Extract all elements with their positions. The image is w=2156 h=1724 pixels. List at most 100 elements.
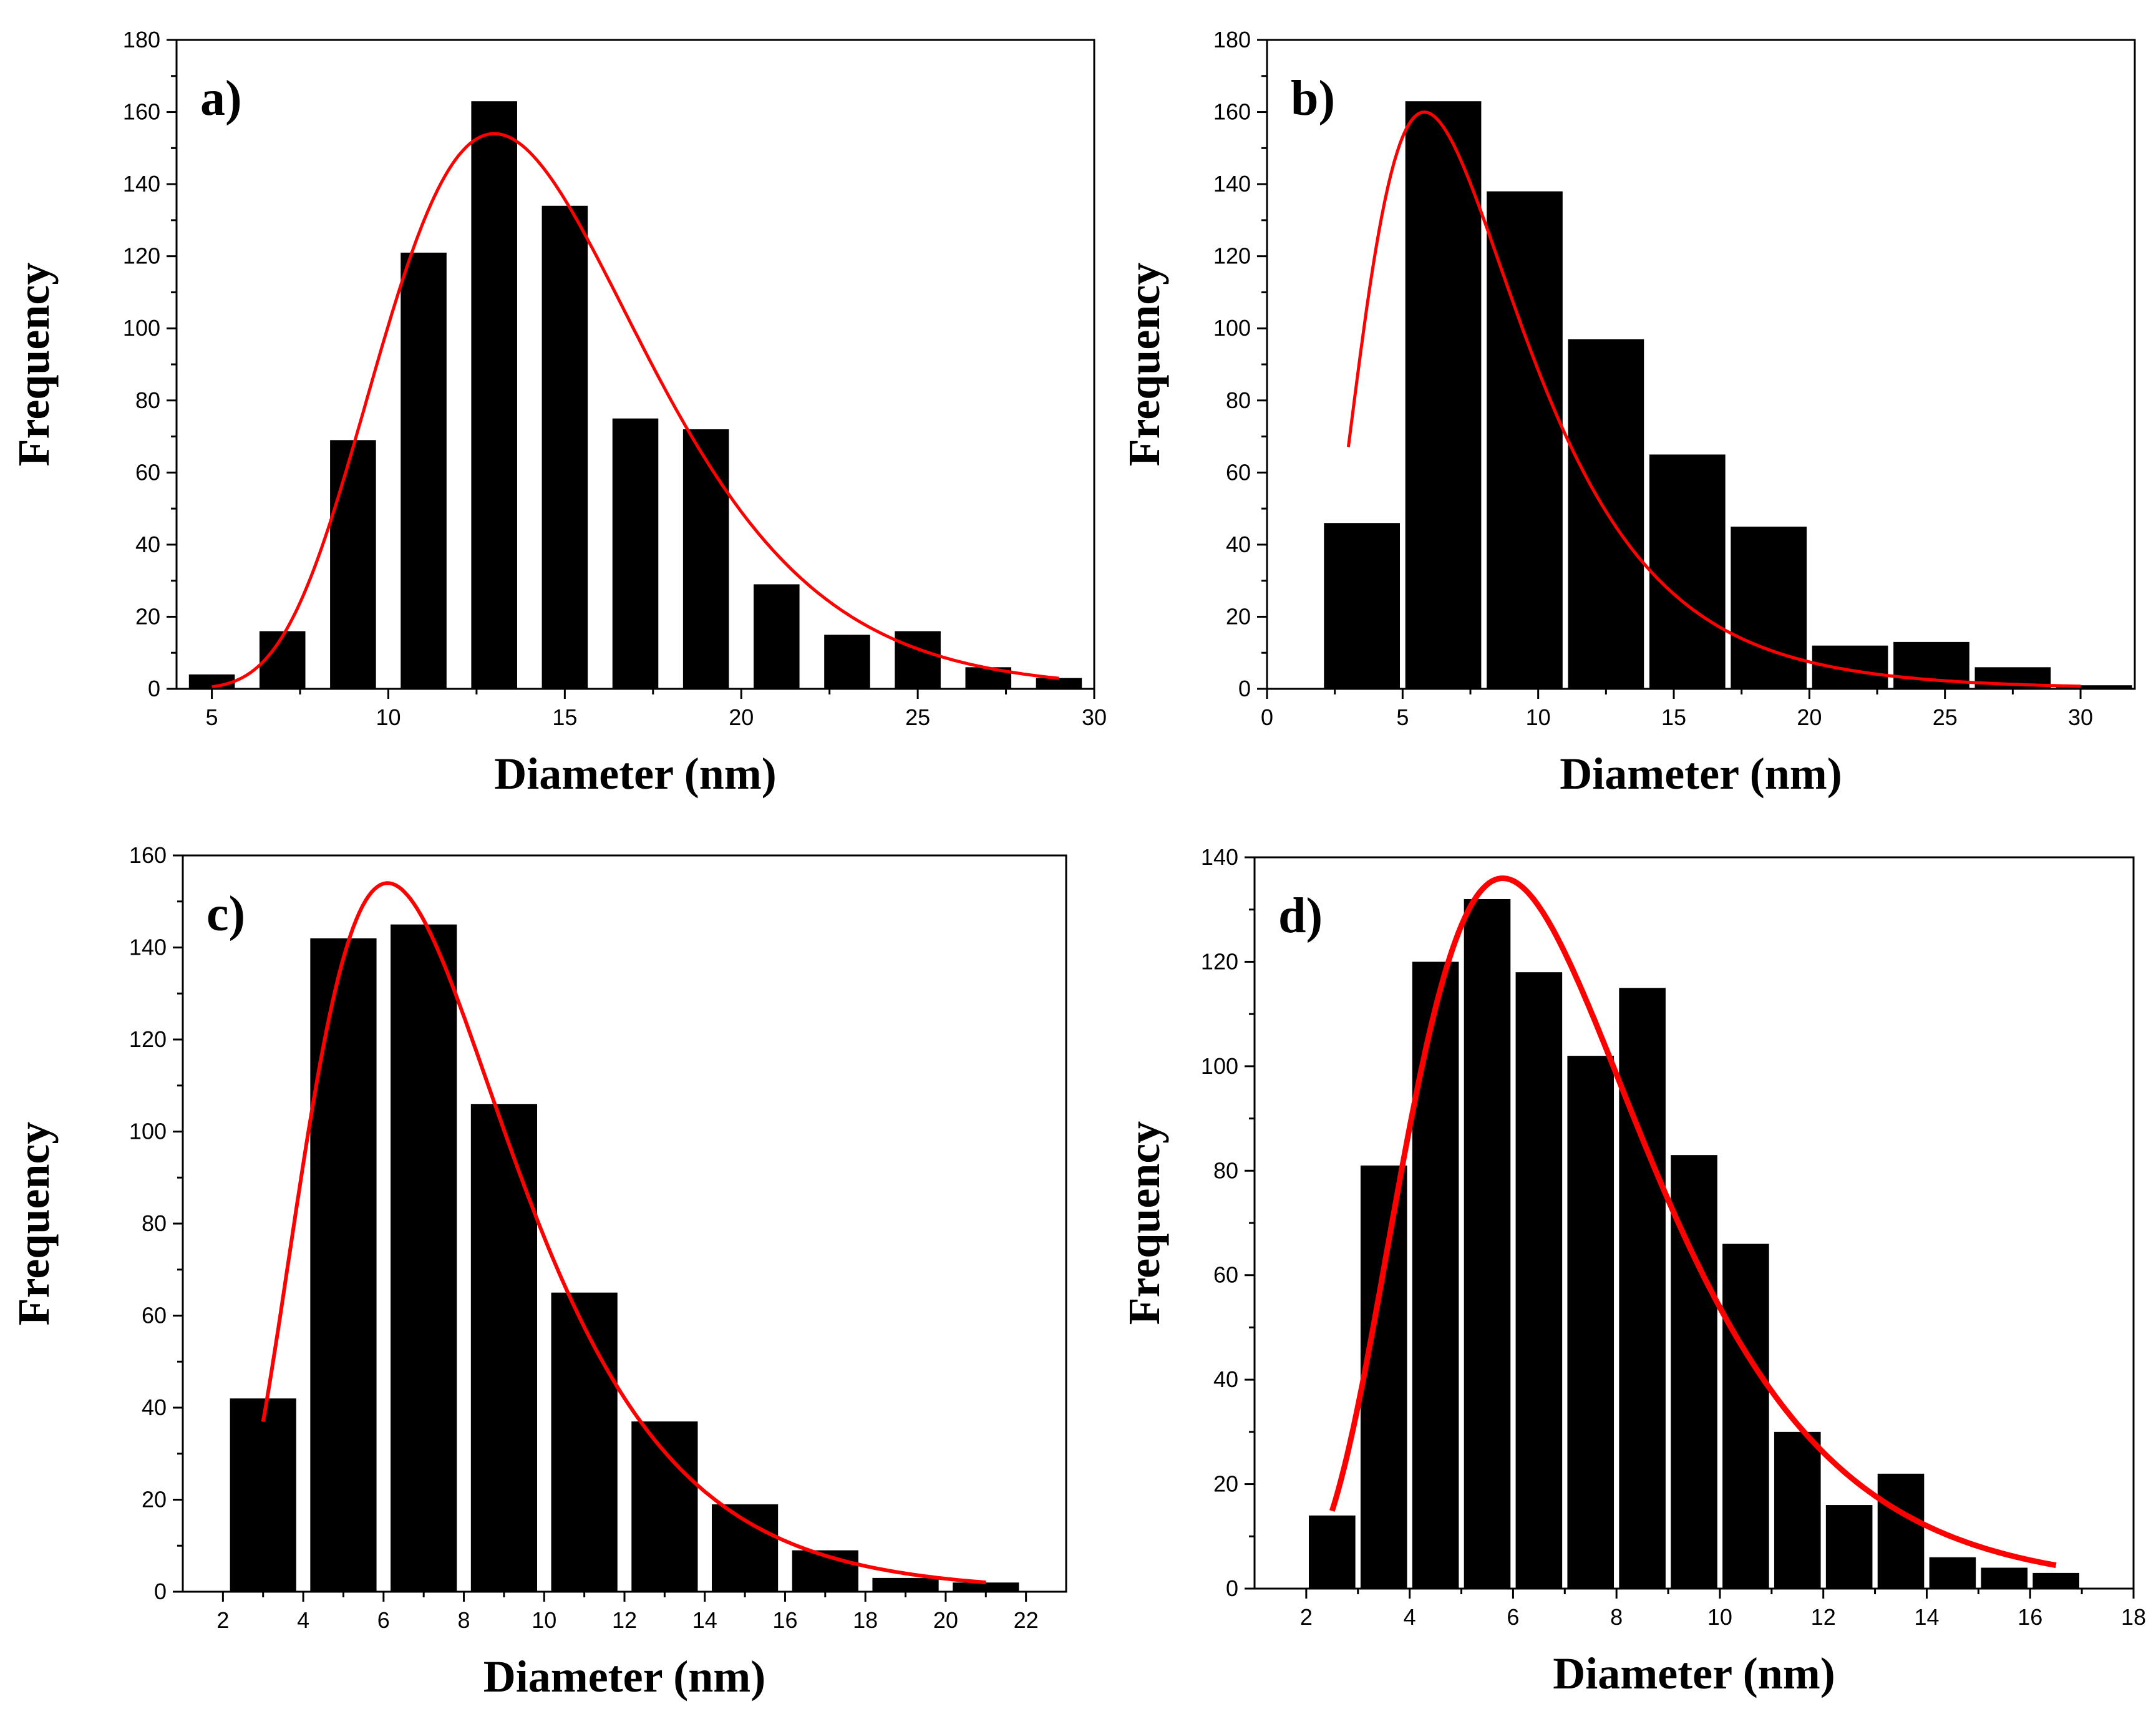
bar xyxy=(330,440,376,689)
y-tick-label: 140 xyxy=(123,171,160,197)
y-tick-label: 20 xyxy=(135,603,160,629)
x-tick-label: 16 xyxy=(2018,1604,2042,1630)
x-tick-label: 16 xyxy=(772,1607,797,1633)
y-tick-label: 100 xyxy=(1213,315,1251,341)
y-tick-label: 80 xyxy=(1213,1157,1238,1183)
y-tick-label: 160 xyxy=(129,842,167,868)
y-tick-label: 160 xyxy=(123,99,160,125)
y-tick-label: 80 xyxy=(142,1210,167,1236)
fit-curve xyxy=(1346,110,2081,688)
x-tick-label: 14 xyxy=(1914,1604,1939,1630)
y-tick-label: 100 xyxy=(123,315,160,341)
x-tick-label: 6 xyxy=(1507,1604,1519,1630)
y-tick-label: 120 xyxy=(129,1026,167,1052)
bar xyxy=(872,1577,939,1592)
bar xyxy=(1412,962,1459,1589)
bar xyxy=(401,252,447,689)
x-tick-label: 5 xyxy=(206,704,218,730)
y-tick-label: 140 xyxy=(1213,171,1251,197)
y-tick-label: 120 xyxy=(1213,243,1251,269)
bar xyxy=(541,205,588,689)
bar xyxy=(612,418,659,689)
y-tick-label: 60 xyxy=(135,459,160,485)
bar xyxy=(1649,454,1726,689)
x-tick-label: 8 xyxy=(458,1607,470,1633)
bar xyxy=(2056,685,2132,689)
y-axis-title: Frequency xyxy=(9,263,59,467)
bar xyxy=(682,429,729,689)
x-tick-label: 15 xyxy=(1661,704,1686,730)
bar xyxy=(1487,191,1563,689)
x-tick-label: 25 xyxy=(905,704,930,730)
bar xyxy=(259,631,306,689)
y-tick-label: 40 xyxy=(1226,532,1251,557)
chart-panel-1: 0 20 40 60 80 100 120 140 160 180 5 10 15 20 25 30 Diame… xyxy=(9,27,1107,799)
y-tick-label: 120 xyxy=(1201,948,1238,974)
chart-panel-3: 0 20 40 60 80 100 120 140 160 2 4 6 8 10 12 14 16 18 20 22 D… xyxy=(9,842,1067,1702)
bar xyxy=(1515,972,1563,1589)
y-tick-label: 80 xyxy=(135,387,160,413)
bar xyxy=(1825,1505,1873,1589)
bar xyxy=(895,631,941,689)
y-tick-label: 180 xyxy=(1213,27,1251,52)
bar xyxy=(230,1398,296,1592)
bar xyxy=(1619,988,1666,1589)
x-tick-label: 20 xyxy=(1797,704,1822,730)
x-tick-label: 4 xyxy=(1404,1604,1416,1630)
bar xyxy=(1324,523,1400,689)
y-tick-label: 60 xyxy=(1226,459,1251,485)
x-tick-label: 5 xyxy=(1396,704,1409,730)
x-tick-label: 25 xyxy=(1933,704,1958,730)
bars xyxy=(188,101,1082,689)
bar xyxy=(1464,899,1511,1589)
chart-panel-4: 0 20 40 60 80 100 120 140 2 4 6 8 10 12 14 16 18 Diameter… xyxy=(1119,844,2146,1698)
x-tick-label: 15 xyxy=(552,704,577,730)
x-tick-label: 10 xyxy=(376,704,401,730)
y-tick-label: 100 xyxy=(1201,1053,1238,1079)
y-tick-label: 20 xyxy=(1213,1471,1238,1497)
x-tick-label: 2 xyxy=(1300,1604,1313,1630)
bar xyxy=(1981,1567,2028,1589)
panel-label: a) xyxy=(200,71,242,126)
bars xyxy=(1309,899,2079,1589)
y-tick-label: 40 xyxy=(135,532,160,557)
bar xyxy=(754,584,800,689)
panel-label: d) xyxy=(1278,889,1323,943)
x-tick-label: 8 xyxy=(1610,1604,1623,1630)
y-tick-label: 0 xyxy=(1226,1575,1238,1601)
y-tick-label: 180 xyxy=(123,27,160,52)
x-axis-title: Diameter (nm) xyxy=(1553,1649,1835,1698)
x-axis-title: Diameter (nm) xyxy=(494,749,777,799)
bar xyxy=(1405,101,1482,689)
x-tick-label: 6 xyxy=(377,1607,390,1633)
x-tick-label: 22 xyxy=(1014,1607,1039,1633)
x-tick-label: 10 xyxy=(1526,704,1551,730)
bar xyxy=(1774,1431,1821,1589)
y-tick-label: 120 xyxy=(123,243,160,269)
fit-curve xyxy=(261,881,986,1585)
bar xyxy=(1567,1056,1615,1589)
y-tick-label: 40 xyxy=(142,1395,167,1420)
x-tick-label: 10 xyxy=(532,1607,556,1633)
bars xyxy=(1324,101,2132,689)
y-tick-label: 100 xyxy=(129,1119,167,1144)
x-tick-label: 12 xyxy=(612,1607,637,1633)
x-tick-label: 14 xyxy=(692,1607,717,1633)
fit-curve xyxy=(211,132,1059,689)
y-tick-label: 140 xyxy=(1201,844,1238,870)
bar xyxy=(471,101,517,689)
x-tick-label: 2 xyxy=(216,1607,229,1633)
x-tick-label: 0 xyxy=(1261,704,1273,730)
panel-label: c) xyxy=(206,887,245,942)
y-tick-label: 60 xyxy=(1213,1262,1238,1288)
fit-curve xyxy=(1329,875,2057,1569)
x-tick-label: 20 xyxy=(933,1607,958,1633)
y-tick-label: 160 xyxy=(1213,99,1251,125)
bar xyxy=(1722,1244,1769,1589)
y-tick-label: 0 xyxy=(148,676,160,701)
bar xyxy=(310,938,377,1592)
x-tick-label: 20 xyxy=(729,704,754,730)
x-tick-label: 10 xyxy=(1707,1604,1732,1630)
bar xyxy=(1929,1557,1976,1589)
